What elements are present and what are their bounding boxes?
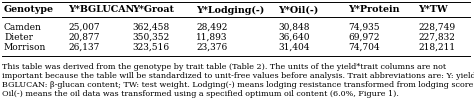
Text: 69,972: 69,972: [348, 32, 380, 41]
Text: 227,832: 227,832: [418, 32, 455, 41]
Text: 26,137: 26,137: [68, 42, 100, 51]
Text: Camden: Camden: [4, 22, 42, 31]
Text: 31,404: 31,404: [278, 42, 310, 51]
Text: Y*Lodging(-): Y*Lodging(-): [196, 5, 264, 14]
Text: 11,893: 11,893: [196, 32, 228, 41]
Text: Oil(-) means the oil data was transformed using a specified optimum oil content : Oil(-) means the oil data was transforme…: [2, 89, 399, 97]
Text: 362,458: 362,458: [132, 22, 169, 31]
Text: BGLUCAN: β-glucan content; TW: test weight. Lodging(-) means lodging resistance : BGLUCAN: β-glucan content; TW: test weig…: [2, 80, 474, 88]
Text: Y*TW: Y*TW: [418, 5, 447, 14]
Text: 74,704: 74,704: [348, 42, 380, 51]
Text: 25,007: 25,007: [68, 22, 100, 31]
Text: 23,376: 23,376: [196, 42, 227, 51]
Text: 28,492: 28,492: [196, 22, 228, 31]
Text: 20,877: 20,877: [68, 32, 100, 41]
Text: 350,352: 350,352: [132, 32, 169, 41]
Text: 218,211: 218,211: [418, 42, 455, 51]
Text: Y*BGLUCAN: Y*BGLUCAN: [68, 5, 134, 14]
Text: 74,935: 74,935: [348, 22, 380, 31]
Text: Y*Oil(-): Y*Oil(-): [278, 5, 318, 14]
Text: 228,749: 228,749: [418, 22, 455, 31]
Text: Y*Protein: Y*Protein: [348, 5, 400, 14]
Text: This table was derived from the genotype by trait table (Table 2). The units of : This table was derived from the genotype…: [2, 62, 446, 70]
Text: Genotype: Genotype: [4, 5, 54, 14]
Text: 323,516: 323,516: [132, 42, 169, 51]
Text: important because the table will be standardized to unit-free values before anal: important because the table will be stan…: [2, 71, 474, 79]
Text: 30,848: 30,848: [278, 22, 310, 31]
Text: Y*Groat: Y*Groat: [132, 5, 174, 14]
Text: Morrison: Morrison: [4, 42, 46, 51]
Text: Dieter: Dieter: [4, 32, 33, 41]
Text: 36,640: 36,640: [278, 32, 310, 41]
